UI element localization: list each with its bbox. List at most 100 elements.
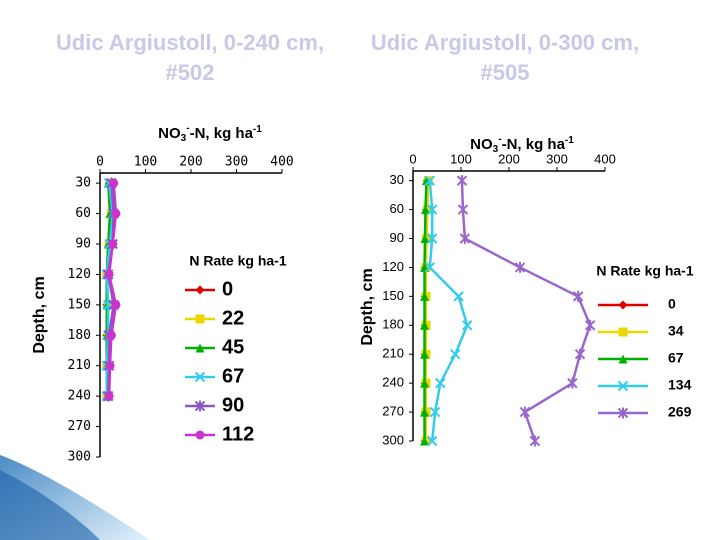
- marker: [108, 239, 118, 249]
- marker: [194, 400, 206, 412]
- x-axis-label-part: 3: [181, 133, 187, 144]
- y-tick-label: 60: [75, 206, 91, 221]
- y-axis-label: Depth, cm: [31, 276, 48, 353]
- marker: [618, 327, 628, 337]
- marker: [105, 361, 115, 371]
- marker: [567, 377, 578, 389]
- legend-label: 22: [222, 307, 244, 329]
- chart-title: Udic Argiustoll, 0-300 cm,: [371, 30, 639, 55]
- marker: [420, 349, 430, 359]
- y-tick-label: 60: [390, 201, 404, 216]
- marker: [584, 319, 596, 331]
- y-tick-label: 270: [382, 404, 404, 419]
- marker: [111, 209, 121, 219]
- marker: [426, 435, 438, 447]
- y-tick-label: 240: [68, 389, 91, 404]
- legend-label: 45: [222, 336, 244, 358]
- legend-label: 34: [668, 323, 684, 339]
- y-axis-label: Depth, cm: [359, 268, 376, 345]
- marker: [462, 320, 473, 331]
- marker: [104, 269, 114, 279]
- legend-label: 0: [668, 296, 676, 312]
- x-axis-label-part: -N, kg ha: [190, 125, 254, 142]
- x-axis-label: NO3--N, kg ha-1: [470, 134, 574, 155]
- y-tick-label: 90: [390, 230, 404, 245]
- marker: [104, 391, 114, 401]
- decoration: [0, 470, 100, 540]
- y-tick-label: 180: [382, 317, 404, 332]
- y-tick-label: 120: [68, 267, 91, 282]
- x-tick-label: 300: [225, 155, 248, 170]
- chart-title: #505: [481, 60, 530, 85]
- x-tick-label: 0: [409, 151, 416, 166]
- marker: [529, 435, 541, 447]
- x-tick-label: 400: [594, 151, 616, 166]
- chart: Udic Argiustoll, 0-240 cm, #502 NO3--N, kg…: [31, 30, 324, 465]
- marker: [106, 330, 116, 340]
- legend-label: 0: [222, 278, 233, 300]
- marker: [420, 320, 430, 330]
- legend-label: 90: [222, 394, 244, 416]
- marker: [195, 430, 205, 440]
- x-axis-label-part: NO: [470, 136, 493, 153]
- y-tick-label: 270: [68, 419, 91, 434]
- marker: [426, 233, 438, 244]
- marker: [617, 407, 629, 419]
- series-line: [428, 180, 469, 442]
- y-tick-label: 210: [382, 346, 404, 361]
- series-line: [107, 183, 118, 397]
- marker: [450, 349, 461, 360]
- x-axis-label-part: 3: [493, 144, 499, 155]
- y-tick-label: 300: [382, 432, 404, 447]
- marker: [514, 261, 526, 273]
- legend-label: 67: [222, 365, 244, 387]
- marker: [111, 300, 121, 310]
- x-axis-label-part: -: [186, 123, 189, 134]
- marker: [424, 175, 436, 186]
- marker: [109, 178, 119, 188]
- y-tick-label: 240: [382, 375, 404, 390]
- x-tick-label: 0: [96, 155, 104, 170]
- chart-title: Udic Argiustoll, 0-240 cm,: [56, 30, 324, 55]
- x-axis-label-part: -: [498, 134, 501, 145]
- marker: [195, 343, 205, 353]
- y-tick-label: 30: [75, 176, 91, 191]
- legend-label: 134: [668, 377, 692, 393]
- y-tick-label: 210: [68, 358, 91, 373]
- marker: [426, 204, 438, 215]
- series-line: [460, 180, 592, 442]
- x-tick-label: 300: [546, 151, 568, 166]
- marker: [195, 285, 205, 295]
- marker: [194, 371, 206, 383]
- x-axis-label-part: -1: [565, 135, 574, 146]
- y-tick-label: 150: [382, 288, 404, 303]
- marker: [420, 205, 430, 215]
- x-tick-label: 200: [498, 151, 520, 166]
- x-axis-label-part: -N, kg ha: [502, 136, 566, 153]
- legend-title: N Rate kg ha-1: [596, 263, 693, 279]
- marker: [457, 204, 469, 216]
- marker: [574, 348, 586, 360]
- series-line: [423, 180, 428, 441]
- legend-title: N Rate kg ha-1: [189, 253, 286, 269]
- y-tick-label: 90: [75, 237, 91, 252]
- marker: [453, 291, 464, 302]
- y-tick-label: 30: [390, 172, 404, 187]
- marker: [435, 377, 446, 389]
- marker: [420, 436, 430, 446]
- marker: [459, 233, 471, 244]
- marker: [519, 406, 531, 418]
- y-tick-label: 300: [68, 450, 91, 465]
- marker: [618, 354, 628, 364]
- legend-label: 112: [222, 423, 254, 445]
- chart-title: #502: [166, 60, 215, 85]
- y-tick-label: 120: [382, 259, 404, 274]
- marker: [420, 234, 430, 243]
- legend-label: 269: [668, 404, 692, 420]
- x-tick-label: 100: [134, 155, 157, 170]
- x-axis-label-part: -1: [253, 124, 262, 135]
- legend-label: 67: [668, 350, 684, 366]
- chart: Udic Argiustoll, 0-300 cm, #505 NO3--N, kg…: [359, 30, 694, 448]
- series-line: [424, 180, 430, 441]
